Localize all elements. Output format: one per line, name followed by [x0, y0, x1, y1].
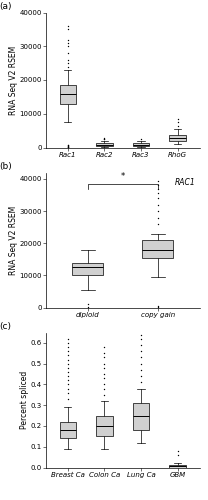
- Bar: [170, 134, 186, 141]
- Y-axis label: Percent spliced: Percent spliced: [20, 371, 29, 429]
- Bar: [59, 85, 76, 103]
- Bar: [72, 262, 104, 276]
- Bar: [133, 144, 149, 146]
- Text: (b): (b): [0, 162, 12, 170]
- Bar: [96, 144, 113, 146]
- Y-axis label: RNA Seq V2 RSEM: RNA Seq V2 RSEM: [9, 46, 18, 114]
- Bar: [133, 403, 149, 430]
- Bar: [142, 240, 173, 258]
- Text: *: *: [121, 172, 125, 180]
- Bar: [170, 466, 186, 468]
- Bar: [96, 416, 113, 436]
- Bar: [59, 422, 76, 438]
- Text: RAC1: RAC1: [174, 178, 195, 187]
- Text: (c): (c): [0, 322, 12, 330]
- Text: (a): (a): [0, 2, 12, 11]
- Y-axis label: RNA Seq V2 RSEM: RNA Seq V2 RSEM: [9, 206, 18, 274]
